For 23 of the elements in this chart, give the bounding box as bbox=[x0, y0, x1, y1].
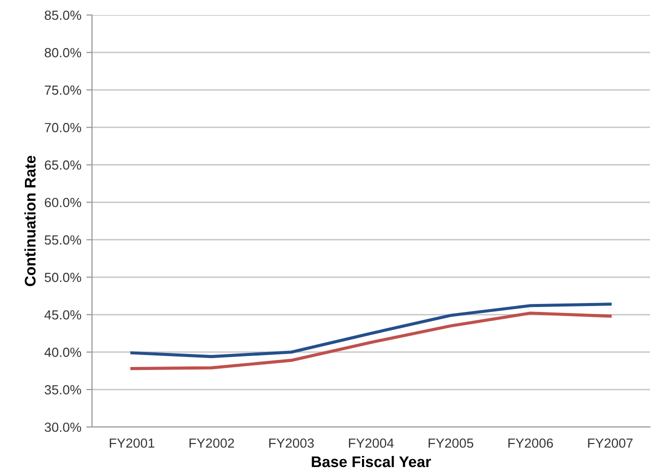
x-tick-label: FY2002 bbox=[190, 438, 234, 448]
y-tick-label: 30.0% bbox=[44, 422, 82, 432]
x-tick-label: FY2007 bbox=[588, 438, 633, 448]
y-tick-label: 40.0% bbox=[44, 348, 82, 357]
y-tick-label: 85.0% bbox=[44, 10, 82, 20]
y-tick-label: 45.0% bbox=[44, 310, 82, 320]
y-tick-label: 55.0% bbox=[44, 235, 82, 245]
y-tick-label: 70.0% bbox=[44, 122, 82, 132]
x-tick-label: FY2001 bbox=[110, 438, 154, 448]
line-series bbox=[130, 302, 612, 358]
x-axis-title: Base Fiscal Year bbox=[312, 456, 431, 468]
y-tick-label: 75.0% bbox=[44, 85, 82, 95]
x-tick-label: FY2006 bbox=[508, 438, 553, 448]
y-tick-label: 50.0% bbox=[44, 272, 82, 282]
y-axis-title: Continuation Rate bbox=[24, 156, 36, 286]
y-tick-label: 35.0% bbox=[44, 385, 82, 394]
x-tick-label: FY2003 bbox=[269, 438, 314, 448]
y-tick-label: 80.0% bbox=[44, 48, 82, 58]
x-tick-label: FY2004 bbox=[348, 438, 394, 448]
line-series bbox=[130, 312, 612, 370]
x-tick-label: FY2005 bbox=[428, 438, 474, 448]
y-tick-label: 65.0% bbox=[44, 160, 82, 170]
y-tick-label: 60.0% bbox=[44, 198, 82, 208]
